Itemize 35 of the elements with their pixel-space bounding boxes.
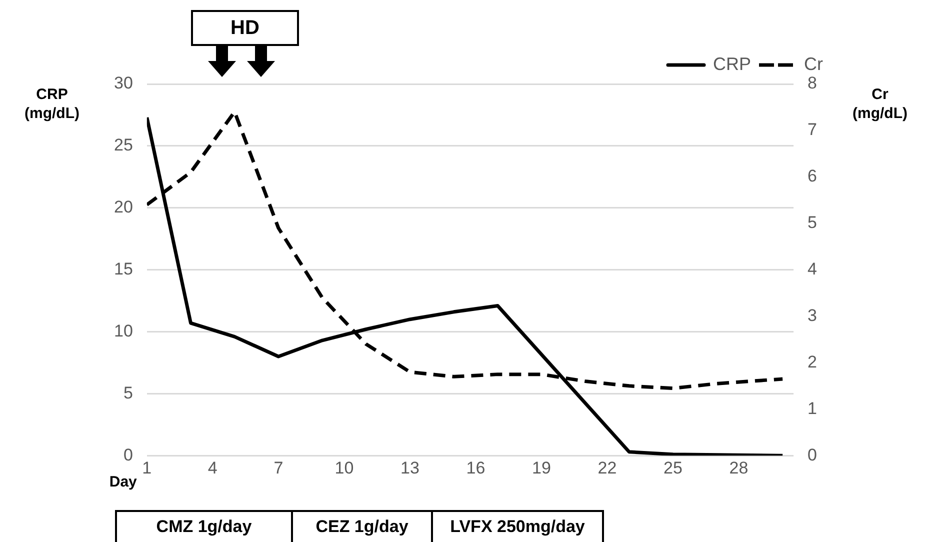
y2-tick-label: 0 — [808, 445, 818, 464]
x-axis-title: Day — [109, 474, 138, 491]
y-tick-label: 20 — [114, 198, 133, 217]
x-tick-label: 4 — [208, 458, 218, 478]
x-tick-label: 10 — [334, 458, 354, 478]
y-tick-label: 30 — [114, 74, 133, 93]
y-tick-label: 15 — [114, 259, 133, 278]
y2-tick-label: 4 — [808, 259, 818, 278]
y2-tick-label: 2 — [808, 352, 818, 372]
text: CMZ 1g/day — [115, 510, 293, 542]
x-tick-label: 25 — [664, 458, 682, 478]
x-tick-label: 19 — [532, 458, 551, 478]
y-axis-title: CRP (mg/dL) — [24, 86, 80, 122]
y-tick-label: 25 — [114, 136, 133, 155]
text: CEZ 1g/day — [291, 510, 433, 542]
legend-label: CRP — [713, 54, 752, 74]
y2-tick-label: 7 — [808, 120, 818, 140]
y2-tick-label: 8 — [808, 74, 818, 93]
text: HD — [191, 10, 299, 46]
legend-label: Cr — [804, 54, 824, 74]
y-tick-label: 0 — [123, 445, 133, 464]
x-tick-label: 16 — [466, 458, 486, 478]
x-tick-label: 13 — [400, 458, 420, 478]
x-tick-label: 28 — [729, 458, 748, 478]
y2-tick-label: 6 — [808, 166, 818, 186]
y2-tick-label: 5 — [808, 213, 818, 232]
y-tick-label: 5 — [123, 383, 133, 402]
x-tick-label: 22 — [598, 458, 617, 478]
y2-tick-label: 1 — [808, 398, 818, 418]
text: LVFX 250mg/day — [431, 510, 604, 542]
y2-tick-label: 3 — [808, 306, 818, 325]
y-tick-label: 10 — [114, 321, 133, 340]
y2-axis-title: Cr (mg/dL) — [852, 86, 908, 122]
x-tick-label: 7 — [274, 458, 284, 478]
x-tick-label: 1 — [142, 458, 152, 478]
